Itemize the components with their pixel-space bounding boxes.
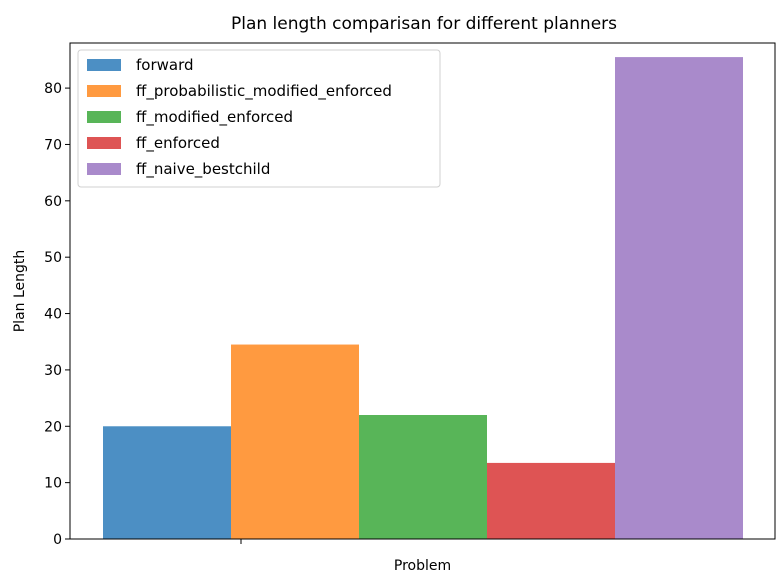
legend-label-ff-naive-bestchild: ff_naive_bestchild: [136, 160, 270, 179]
bar-ff-probabilistic-modified-enforced: [231, 344, 359, 539]
legend-label-ff-probabilistic-modified-enforced: ff_probabilistic_modified_enforced: [136, 82, 392, 101]
legend-swatch-ff-modified-enforced: [87, 111, 121, 123]
y-axis-label: Plan Length: [12, 250, 28, 333]
bar-ff-modified-enforced: [359, 415, 487, 539]
legend-swatch-ff-enforced: [87, 137, 121, 149]
legend-box: [77, 49, 441, 188]
y-tick-label: 70: [44, 137, 62, 153]
y-tick-label: 0: [53, 532, 62, 548]
legend-swatch-ff-naive-bestchild: [87, 163, 121, 175]
legend-label-forward: forward: [136, 56, 194, 74]
bar-ff-naive-bestchild: [615, 57, 743, 539]
y-tick-label: 60: [44, 194, 62, 210]
legend: forward ff_probabilistic_modified_enforce…: [77, 49, 441, 188]
y-tick-label: 20: [44, 419, 62, 435]
y-tick-label: 80: [44, 81, 62, 97]
bar-ff-enforced: [487, 462, 615, 539]
x-axis-label: Problem: [394, 558, 451, 574]
y-tick-label: 30: [44, 363, 62, 379]
legend-swatch-forward: [87, 59, 121, 71]
chart-title: Plan length comparisan for different pla…: [231, 14, 617, 34]
y-tick-label: 10: [44, 476, 62, 492]
legend-label-ff-modified-enforced: ff_modified_enforced: [136, 108, 293, 127]
bars-group: [103, 57, 743, 539]
legend-swatch-ff-probabilistic-modified-enforced: [87, 85, 121, 97]
y-tick-label: 50: [44, 250, 62, 266]
plot-area-frame: [69, 42, 776, 540]
bar-forward: [103, 426, 231, 539]
y-axis: 0 10 20 30 40 50 60 70 80: [44, 81, 70, 548]
y-tick-label: 40: [44, 307, 62, 323]
legend-label-ff-enforced: ff_enforced: [136, 134, 220, 153]
